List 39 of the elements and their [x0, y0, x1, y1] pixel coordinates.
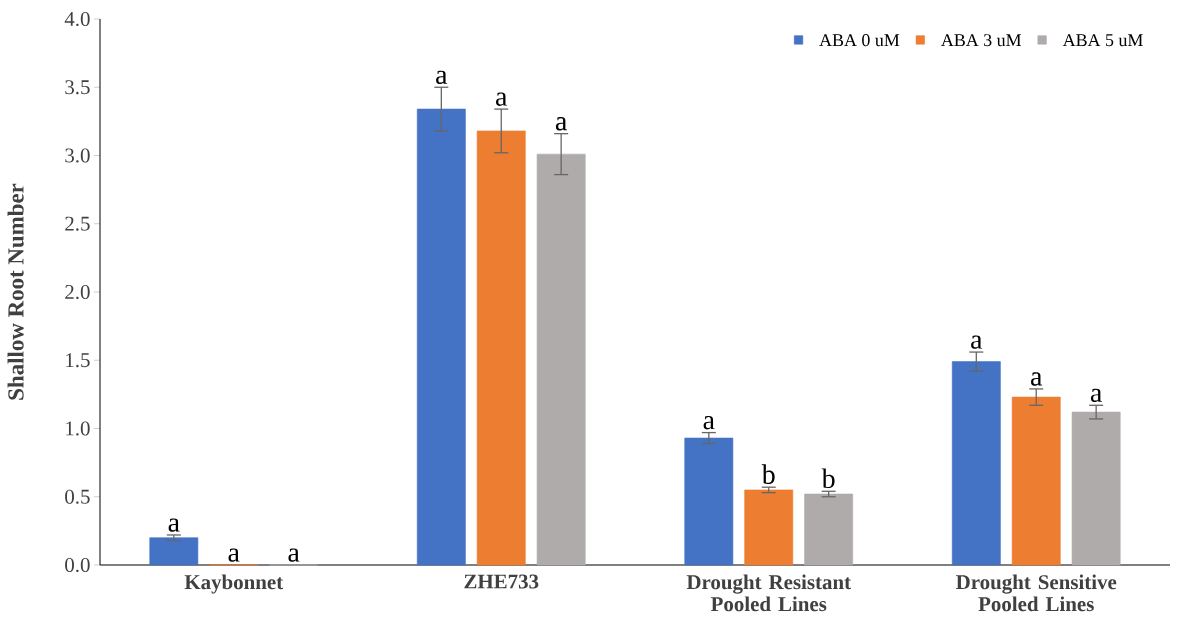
y-tick-label: 3.0 — [65, 148, 90, 163]
x-tick-label: Kaybonnet — [184, 574, 284, 594]
bar — [684, 437, 734, 566]
y-tick-label: 4.0 — [64, 11, 90, 27]
data-label: a — [703, 416, 715, 430]
bar — [951, 361, 1001, 566]
data-label: a — [1031, 372, 1043, 386]
y-axis-title: Shallow Root Number — [7, 183, 24, 400]
x-tick-label: ZHE733 — [464, 574, 539, 589]
legend-label: ABA 3 uM — [941, 34, 1022, 47]
data-label: a — [436, 70, 448, 85]
x-tick-label: Drought Resistant Pooled Lines — [686, 574, 851, 612]
x-tick-label: Drought Sensitive Pooled Lines — [956, 574, 1117, 612]
data-label: a — [228, 548, 240, 562]
y-tick-label: 3.5 — [65, 80, 90, 95]
bar — [804, 493, 854, 566]
bar — [1011, 396, 1061, 566]
y-tick-label: 1.5 — [66, 353, 90, 368]
data-label: a — [971, 335, 983, 349]
bar — [476, 130, 526, 566]
y-tick-label: 1.0 — [66, 421, 90, 436]
bar — [1071, 411, 1121, 566]
data-label: a — [168, 518, 180, 532]
data-label: a — [288, 548, 300, 562]
y-tick-label: 0.0 — [65, 557, 90, 573]
y-tick-label: 0.5 — [65, 489, 90, 504]
y-tick-label: 2.5 — [65, 216, 90, 231]
data-label: a — [496, 92, 508, 106]
data-label: a — [1090, 388, 1102, 403]
data-label: a — [555, 117, 567, 131]
bar — [536, 153, 586, 566]
data-label: b — [761, 464, 775, 484]
bar — [149, 537, 199, 566]
legend-label: ABA 5 uM — [1062, 34, 1143, 47]
bar — [416, 108, 466, 566]
legend-label: ABA 0 uM — [819, 34, 900, 47]
y-tick-label: 2.0 — [65, 284, 90, 300]
bar — [744, 489, 794, 566]
data-label: b — [821, 468, 835, 489]
